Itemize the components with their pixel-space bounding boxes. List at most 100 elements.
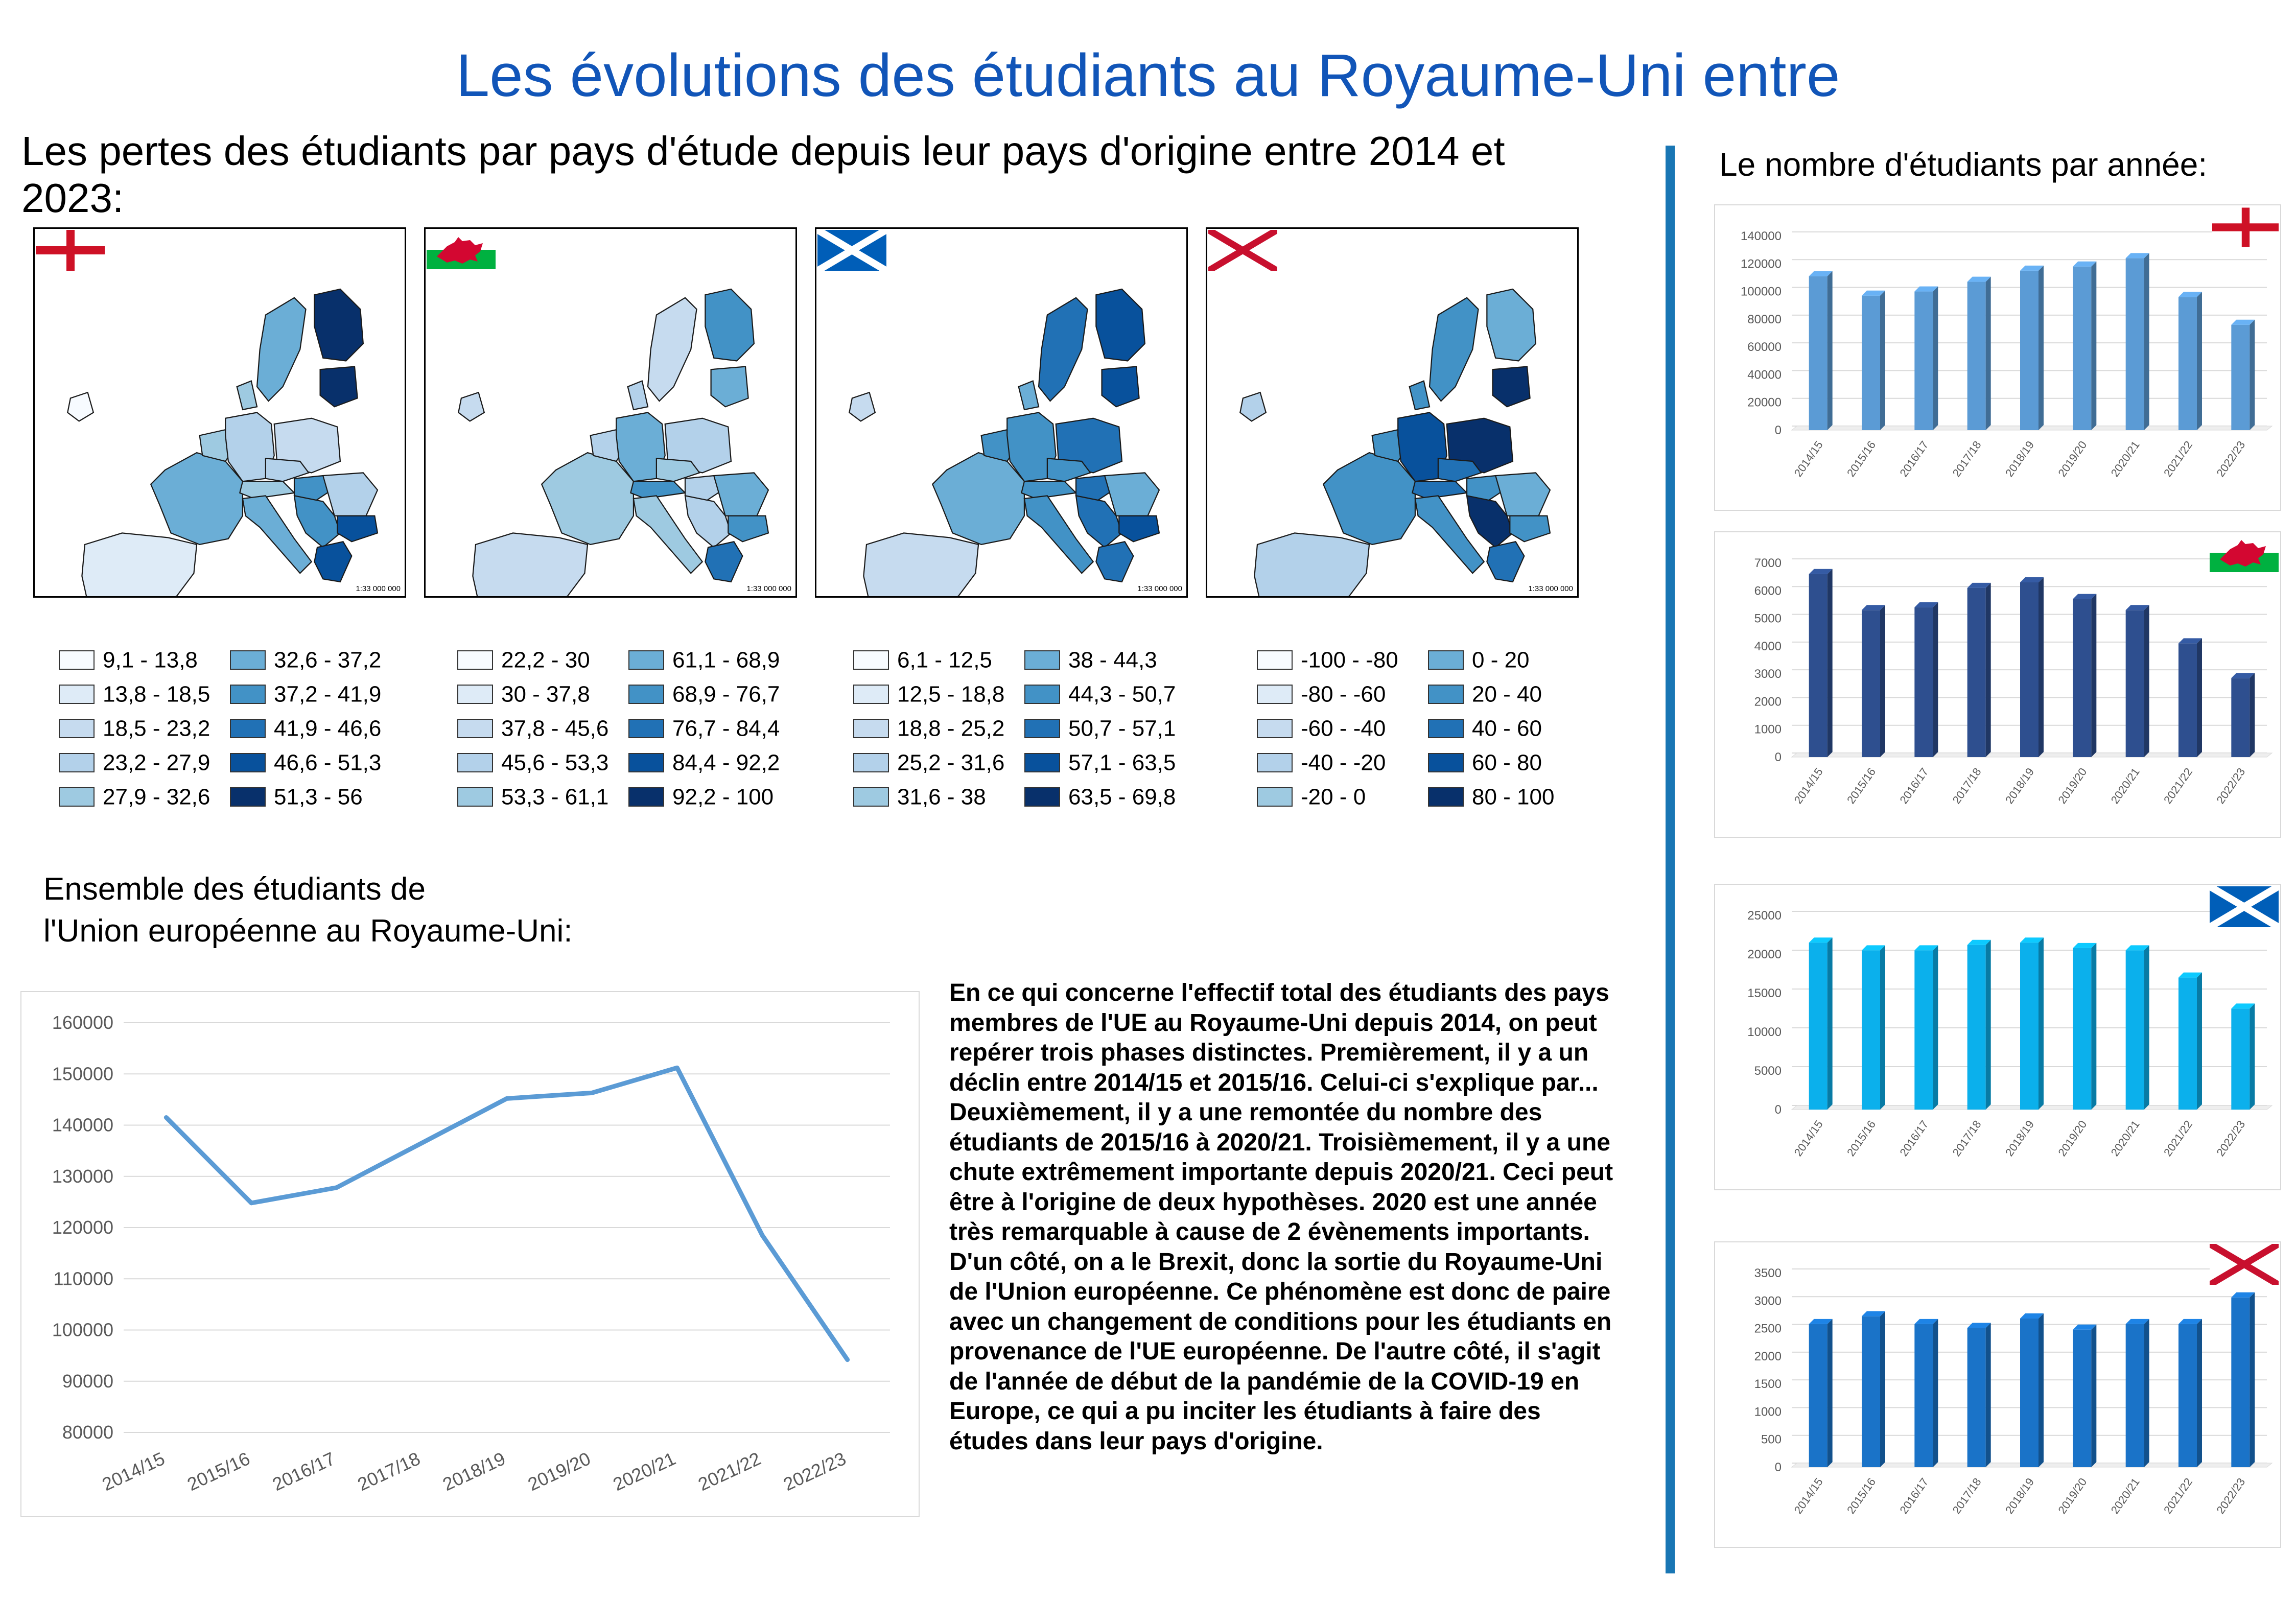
map-region-austria bbox=[239, 481, 296, 500]
legend-item: 53,3 - 61,1 bbox=[457, 783, 608, 817]
map-region-denmark bbox=[236, 380, 258, 411]
x-tick-label: 2015/16 bbox=[1844, 766, 1878, 806]
line-point bbox=[420, 1142, 423, 1144]
x-tick-label: 2022/23 bbox=[2214, 1118, 2247, 1159]
y-tick-label: 140000 bbox=[52, 1115, 113, 1136]
x-tick-label: 2018/19 bbox=[2003, 1476, 2036, 1516]
line-point bbox=[761, 1234, 763, 1237]
legend-label: 37,2 - 41,9 bbox=[274, 681, 382, 707]
x-tick-label: 2015/16 bbox=[1844, 439, 1878, 479]
y-tick-label: 5000 bbox=[1754, 612, 1782, 626]
y-tick-label: 80000 bbox=[62, 1422, 113, 1443]
y-tick-label: 20000 bbox=[1747, 396, 1782, 410]
y-tick-label: 120000 bbox=[1741, 257, 1782, 271]
legend-swatch bbox=[1428, 787, 1464, 807]
bar bbox=[2020, 1313, 2044, 1467]
map-region-baltics bbox=[319, 366, 358, 408]
legend-label: 23,2 - 27,9 bbox=[103, 750, 210, 775]
legend-item: 40 - 60 bbox=[1428, 715, 1542, 748]
legend-label: 53,3 - 61,1 bbox=[501, 784, 609, 810]
y-tick-label: 6000 bbox=[1754, 584, 1782, 598]
legend-item: 37,8 - 45,6 bbox=[457, 715, 608, 748]
map-region-czechia bbox=[1437, 458, 1482, 482]
line-point bbox=[335, 1186, 338, 1189]
bar bbox=[2231, 1003, 2255, 1110]
x-tick-label: 2022/23 bbox=[2214, 439, 2247, 479]
map-region-romania bbox=[1494, 472, 1551, 516]
y-tick-label: 100000 bbox=[1741, 285, 1782, 299]
map-region-sweden bbox=[1038, 297, 1088, 402]
map-region-czechia bbox=[265, 458, 310, 482]
legend-label: 37,8 - 45,6 bbox=[501, 716, 609, 741]
legend-swatch bbox=[457, 685, 493, 704]
x-tick-label: 2017/18 bbox=[354, 1448, 423, 1495]
x-tick-label: 2019/20 bbox=[2055, 766, 2089, 806]
x-tick-label: 2021/22 bbox=[2161, 1118, 2195, 1159]
line-chart: 80000 90000 100000 110000 120000 130000 140000… bbox=[20, 991, 920, 1517]
legend-label: 61,1 - 68,9 bbox=[672, 647, 780, 673]
legend-label: 22,2 - 30 bbox=[501, 647, 590, 673]
map-region-austria bbox=[1020, 481, 1077, 500]
map-region-finland bbox=[1095, 288, 1146, 362]
bar bbox=[1914, 286, 1938, 430]
bar bbox=[2231, 1292, 2255, 1467]
legend-label: 27,9 - 32,6 bbox=[103, 784, 210, 810]
bar-chart-scotland: 0 5000 10000 15000 20000 25000 2014/15 2015/16 2… bbox=[1714, 884, 2281, 1190]
legend-label: 30 - 37,8 bbox=[501, 681, 590, 707]
line-point bbox=[165, 1116, 168, 1119]
legend-swatch bbox=[230, 753, 266, 773]
y-tick-label: 100000 bbox=[52, 1320, 113, 1340]
x-tick-label: 2020/21 bbox=[2108, 766, 2142, 806]
map-region-italy bbox=[1023, 495, 1094, 574]
legend-item: 63,5 - 69,8 bbox=[1024, 783, 1176, 817]
bar bbox=[2231, 673, 2255, 757]
x-tick-label: 2022/23 bbox=[780, 1448, 849, 1495]
map-region-denmark bbox=[627, 380, 649, 411]
bar bbox=[2178, 638, 2202, 757]
bar bbox=[2178, 972, 2202, 1110]
x-tick-label: 2014/15 bbox=[99, 1448, 168, 1495]
map-region-denmark bbox=[1409, 380, 1431, 411]
legend-label: 46,6 - 51,3 bbox=[274, 750, 382, 775]
legend-swatch bbox=[457, 719, 493, 739]
legend-swatch bbox=[1024, 787, 1060, 807]
bar bbox=[2125, 605, 2149, 757]
y-tick-label: 500 bbox=[1761, 1433, 1782, 1447]
map-region-ireland bbox=[458, 391, 485, 422]
northern-ireland-flag-icon bbox=[1208, 230, 1277, 271]
y-tick-label: 3500 bbox=[1754, 1266, 1782, 1280]
legend-swatch bbox=[853, 719, 889, 739]
legend-swatch bbox=[1257, 685, 1293, 704]
legend-label: 38 - 44,3 bbox=[1068, 647, 1157, 673]
map-region-hungary bbox=[293, 475, 333, 502]
legend-item: 30 - 37,8 bbox=[457, 680, 590, 714]
legend-swatch bbox=[59, 650, 95, 670]
legend-label: 12,5 - 18,8 bbox=[897, 681, 1005, 707]
scotland-flag-icon bbox=[2210, 886, 2279, 927]
legend-label: 51,3 - 56 bbox=[274, 784, 363, 810]
legend-item: 23,2 - 27,9 bbox=[59, 749, 210, 783]
y-tick-label: 2000 bbox=[1754, 695, 1782, 709]
map-region-balkans bbox=[1466, 495, 1514, 548]
map-region-france bbox=[1322, 452, 1416, 546]
x-tick-label: 2021/22 bbox=[2161, 439, 2195, 479]
x-tick-label: 2020/21 bbox=[610, 1448, 678, 1495]
y-tick-label: 25000 bbox=[1747, 909, 1782, 923]
y-tick-label: 160000 bbox=[52, 1012, 113, 1033]
map-region-hungary bbox=[1075, 475, 1114, 502]
legend-item: 25,2 - 31,6 bbox=[853, 749, 1004, 783]
bar bbox=[2231, 319, 2255, 430]
x-tick-label: 2016/17 bbox=[1897, 1118, 1931, 1159]
x-tick-label: 2018/19 bbox=[2003, 439, 2036, 479]
bar bbox=[2125, 1319, 2149, 1467]
bar bbox=[1914, 1319, 1938, 1467]
legend-item: 44,3 - 50,7 bbox=[1024, 680, 1176, 714]
map-region-baltics bbox=[1492, 366, 1531, 408]
y-tick-label: 3000 bbox=[1754, 1294, 1782, 1308]
legend-swatch bbox=[1257, 787, 1293, 807]
map-region-bulgaria bbox=[1509, 515, 1551, 543]
legend-swatch bbox=[59, 787, 95, 807]
map-region-ireland bbox=[1239, 391, 1267, 422]
legend-swatch bbox=[230, 650, 266, 670]
legend-label: 6,1 - 12,5 bbox=[897, 647, 992, 673]
